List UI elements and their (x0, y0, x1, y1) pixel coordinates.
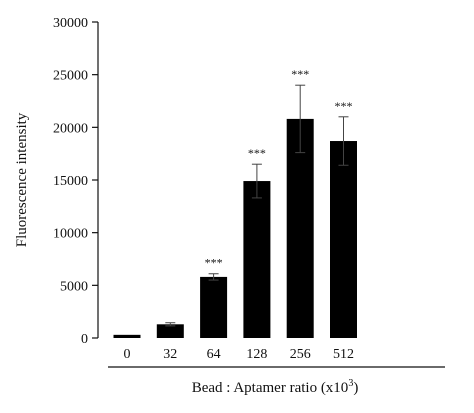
bar (200, 276, 228, 338)
y-tick-label: 5000 (60, 279, 88, 294)
bar (286, 118, 314, 338)
x-axis-title-suffix: ) (353, 380, 358, 396)
significance-label: *** (335, 99, 353, 113)
y-tick-label: 0 (81, 332, 88, 347)
bars: *** *** *** *** (113, 67, 357, 338)
x-category-label: 512 (333, 347, 354, 362)
x-category-label: 64 (207, 347, 221, 362)
x-category-label: 32 (163, 347, 177, 362)
bar (113, 334, 141, 338)
y-ticks: 0 5000 10000 15000 20000 25000 30000 (53, 16, 98, 347)
category-labels: 0 32 64 128 256 512 (124, 347, 355, 362)
bar (156, 324, 184, 338)
significance-label: *** (205, 256, 223, 270)
y-tick-label: 10000 (53, 227, 88, 242)
x-category-label: 256 (290, 347, 311, 362)
significance-label: *** (248, 146, 266, 160)
y-axis-title: Fluorescence intensity (14, 112, 30, 247)
y-tick-label: 20000 (53, 121, 88, 136)
y-tick-label: 25000 (53, 69, 88, 84)
bar (243, 181, 271, 338)
y-tick-label: 30000 (53, 16, 88, 31)
x-category-label: 0 (124, 347, 131, 362)
x-axis-title-superscript: 3 (348, 378, 353, 389)
bar (330, 141, 357, 338)
x-category-label: 128 (246, 347, 267, 362)
significance-label: *** (291, 67, 309, 81)
y-tick-label: 15000 (53, 174, 88, 189)
x-axis-title: Bead : Aptamer ratio (x103) (192, 378, 359, 396)
